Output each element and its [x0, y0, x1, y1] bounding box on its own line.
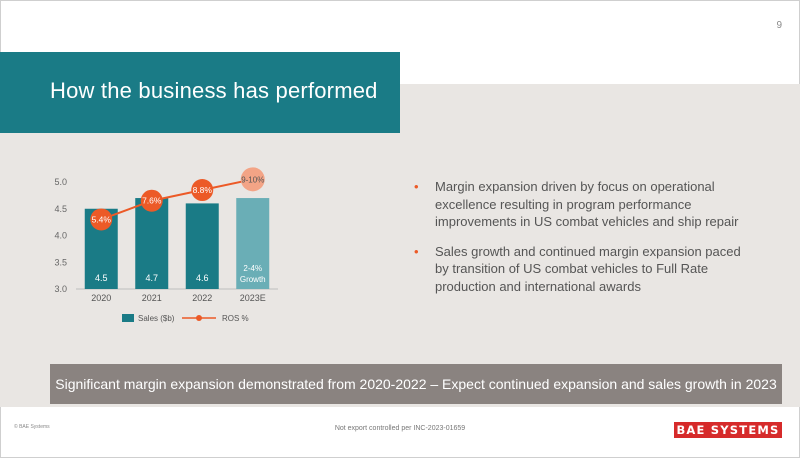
ros-marker — [90, 208, 113, 231]
ros-data-label: 5.4% — [92, 214, 112, 224]
y-tick-label: 5.0 — [54, 177, 67, 187]
ros-data-label: 8.8% — [193, 185, 213, 195]
ros-data-label: 9-10% — [241, 175, 264, 184]
page-number: 9 — [776, 20, 782, 31]
legend-ros-marker — [196, 315, 202, 321]
ros-marker — [191, 179, 214, 202]
bar-sales — [135, 198, 169, 289]
bar-data-label: 4.7 — [145, 273, 158, 283]
sales-ros-chart: 3.0 3.5 4.0 4.5 5.0 4.5 4.7 4.6 2-4% Growth 2020 20… — [54, 167, 278, 323]
summary-banner-text: Significant margin expansion demonstrate… — [55, 376, 777, 392]
copyright-footer: © BAE Systems — [14, 424, 50, 430]
bar-data-label: 4.5 — [95, 273, 108, 283]
bullet-text: Sales growth and continued margin expans… — [435, 243, 741, 294]
bullet-item: • Sales growth and continued margin expa… — [414, 243, 754, 296]
y-tick-label: 3.5 — [54, 257, 67, 267]
bullet-list: • Margin expansion driven by focus on op… — [414, 178, 754, 307]
ros-line — [100, 178, 253, 221]
legend-sales-label: Sales ($b) — [138, 314, 175, 323]
x-tick-label: 2020 — [91, 293, 111, 303]
bar-data-label: Growth — [240, 275, 266, 284]
ros-marker — [140, 189, 163, 212]
bullet-item: • Margin expansion driven by focus on op… — [414, 178, 754, 231]
slide-title: How the business has performed — [50, 78, 378, 103]
bar-sales — [236, 198, 270, 289]
x-tick-label: 2023E — [240, 293, 266, 303]
summary-banner: Significant margin expansion demonstrate… — [50, 364, 782, 404]
y-tick-label: 3.0 — [54, 284, 67, 294]
x-tick-label: 2021 — [142, 293, 162, 303]
bar-data-label: 4.6 — [196, 273, 209, 283]
x-tick-label: 2022 — [192, 293, 212, 303]
ros-marker — [240, 167, 265, 192]
bae-systems-logo: BAE SYSTEMS — [674, 422, 782, 438]
y-tick-label: 4.0 — [54, 231, 67, 241]
bullet-dot-icon: • — [414, 179, 419, 194]
legend-sales-swatch — [122, 314, 134, 322]
title-box — [0, 52, 400, 133]
ros-data-label: 7.6% — [142, 196, 162, 206]
bar-data-label: 2-4% — [243, 264, 262, 273]
logo-text: BAE SYSTEMS — [676, 423, 780, 437]
y-tick-label: 4.5 — [54, 204, 67, 214]
bar-sales — [185, 203, 219, 289]
legend-ros-label: ROS % — [222, 314, 249, 323]
bullet-text: Margin expansion driven by focus on oper… — [435, 179, 739, 229]
export-control-footer: Not export controlled per INC-2023-01659 — [334, 425, 466, 432]
content-background — [0, 84, 800, 407]
bullet-dot-icon: • — [414, 243, 419, 259]
